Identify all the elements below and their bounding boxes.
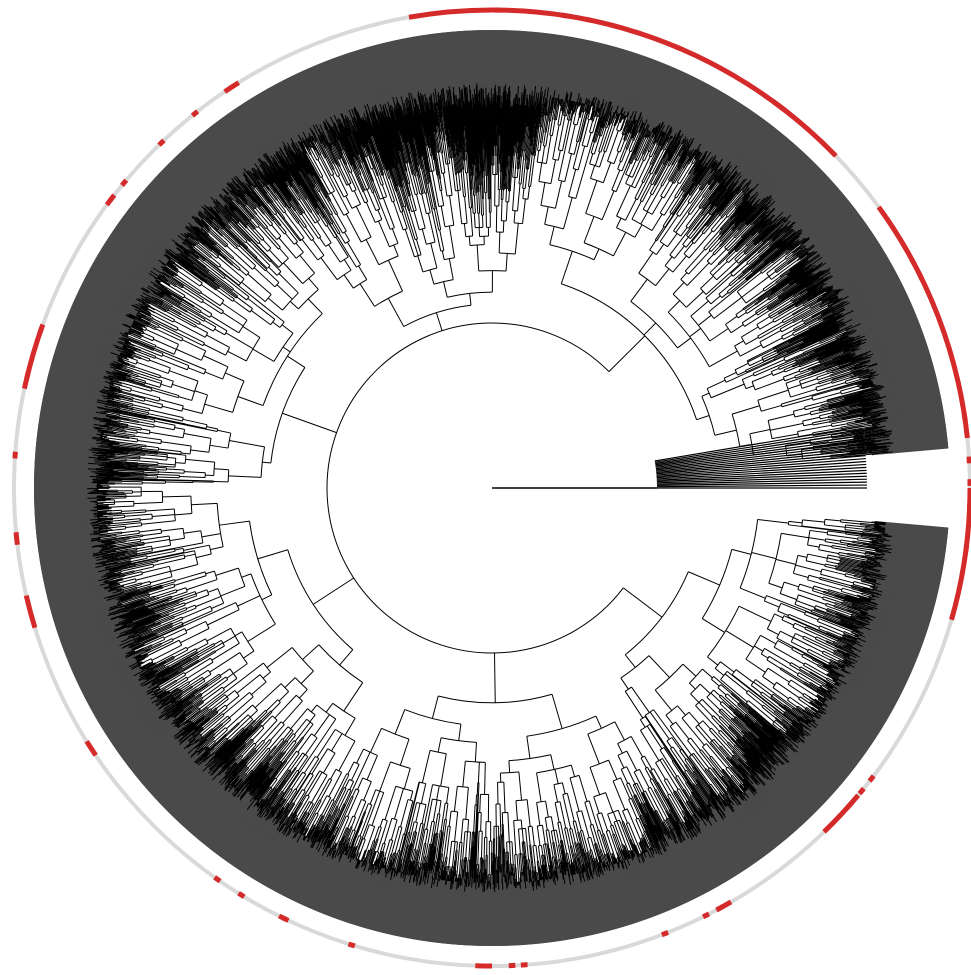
radial-branch: [800, 247, 802, 249]
radial-branch: [846, 330, 849, 332]
radial-branch: [873, 384, 876, 386]
radial-branch: [869, 371, 873, 374]
radial-branch: [882, 448, 890, 451]
connector-arc: [819, 415, 821, 419]
tip-fan: [33, 29, 949, 947]
